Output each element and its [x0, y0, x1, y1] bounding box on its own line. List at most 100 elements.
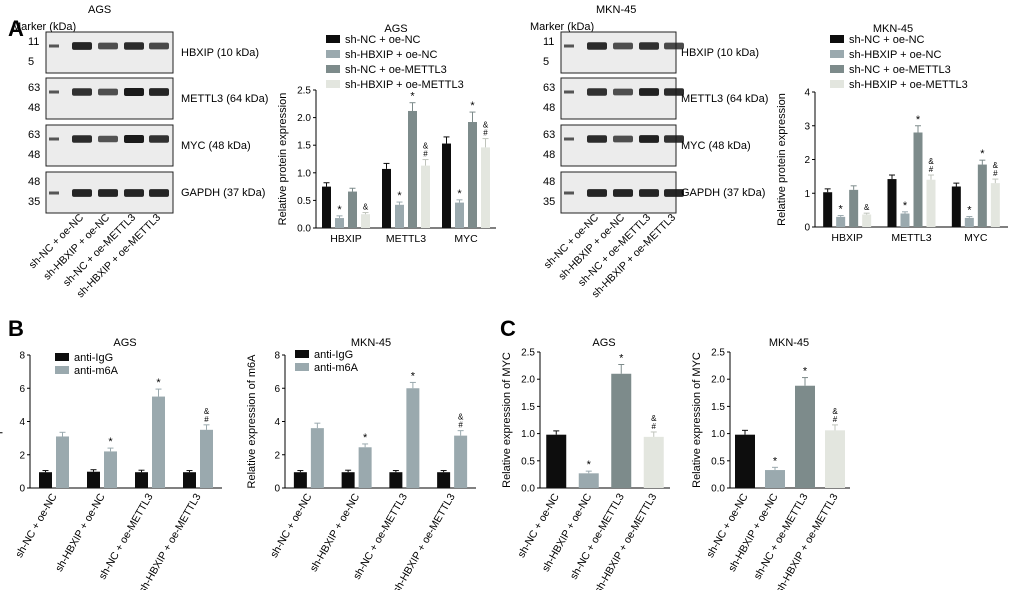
marker-value: 63 [543, 82, 555, 94]
protein-band [124, 135, 144, 143]
y-axis-label: Relative expression of m6A [0, 354, 3, 489]
marker-value: 48 [543, 149, 555, 161]
bar [382, 168, 391, 228]
panel-letter-c: C [500, 316, 516, 341]
significance-mark: # [652, 422, 657, 431]
bar [735, 434, 755, 488]
significance-mark: & [832, 407, 838, 416]
protein-band [149, 88, 169, 96]
bar [437, 472, 451, 488]
protein-band [613, 42, 633, 50]
significance-mark: & [204, 407, 210, 416]
significance-mark: * [410, 91, 415, 103]
protein-band [98, 88, 118, 96]
blot-strip [45, 77, 174, 120]
legend-label: anti-m6A [74, 365, 119, 377]
significance-mark: * [916, 114, 921, 126]
significance-mark: * [457, 188, 462, 200]
x-tick-label: MYC [964, 232, 988, 244]
protein-band [664, 189, 684, 197]
protein-band [613, 88, 633, 96]
bar [611, 373, 632, 488]
y-tick-label: 1.5 [521, 402, 535, 413]
protein-band [587, 42, 607, 50]
bar [951, 186, 961, 227]
marker-value: 48 [28, 176, 40, 188]
legend-label: sh-HBXIP + oe-METTL3 [849, 79, 968, 91]
legend-label: sh-NC + oe-NC [849, 34, 925, 46]
protein-band [72, 189, 92, 197]
bar [408, 110, 417, 228]
significance-mark: * [363, 432, 368, 444]
y-tick-label: 2.5 [297, 86, 311, 97]
protein-band [72, 135, 92, 143]
y-axis-label: Relative protein expression [277, 93, 289, 226]
marker-value: 48 [28, 102, 40, 114]
legend-swatch [326, 80, 340, 88]
legend-label: sh-NC + oe-METTL3 [849, 64, 951, 76]
blot-title: MKN-45 [596, 4, 636, 16]
protein-band [124, 189, 144, 197]
y-tick-label: 0.5 [711, 456, 725, 467]
bar [990, 183, 1000, 227]
bar [406, 388, 420, 488]
protein-band [98, 135, 118, 143]
bar [795, 385, 815, 488]
y-tick-label: 0 [19, 484, 25, 495]
panel-letter-a: A [8, 16, 24, 41]
y-tick-label: 2 [804, 155, 810, 166]
bar [825, 430, 845, 488]
significance-mark: & [363, 203, 369, 212]
marker-value: 63 [28, 82, 40, 94]
legend-label: sh-NC + oe-METTL3 [345, 64, 447, 76]
bar [849, 189, 859, 227]
ladder-band [49, 90, 59, 94]
y-tick-label: 0 [274, 484, 280, 495]
x-tick-label: HBXIP [831, 232, 863, 244]
bar [389, 472, 403, 488]
significance-mark: & [928, 157, 934, 166]
legend-swatch [295, 363, 309, 371]
legend-swatch [326, 35, 340, 43]
y-tick-label: 8 [274, 351, 280, 362]
significance-mark: * [773, 455, 778, 467]
ladder-band [564, 90, 574, 94]
x-tick-label: sh-NC + oe-METTL3 [97, 491, 156, 581]
chart-title: AGS [113, 337, 136, 349]
bar [823, 192, 833, 227]
legend-swatch [830, 35, 844, 43]
chart-a-ags: AGS 0.0 0.5 1.0 1.5 2.0 2.5 Relative protein ex… [277, 23, 496, 245]
legend-label: sh-HBXIP + oe-NC [345, 49, 437, 61]
protein-band [639, 189, 659, 197]
significance-mark: * [803, 366, 808, 378]
blot-row-label: METTL3 (64 kDa) [181, 93, 268, 105]
bar [395, 204, 404, 228]
x-tick-label: METTL3 [386, 233, 426, 245]
marker-value: 48 [543, 102, 555, 114]
panel-letter-b: B [8, 316, 24, 341]
x-tick-label: sh-NC + oe-METTL3 [351, 491, 410, 581]
bar [442, 143, 451, 228]
blot-row-label: MYC (48 kDa) [181, 140, 251, 152]
protein-band [149, 42, 169, 50]
marker-value: 48 [543, 176, 555, 188]
marker-value: 11 [543, 36, 554, 48]
y-tick-label: 1 [804, 189, 810, 200]
ladder-band [564, 137, 574, 141]
legend-swatch [295, 350, 309, 358]
x-tick-label: sh-HBXIP + oe-NC [53, 491, 108, 574]
bar [481, 147, 490, 228]
significance-mark: # [929, 165, 934, 174]
bar [977, 164, 987, 227]
ladder-band [49, 137, 59, 141]
bar [454, 435, 468, 488]
significance-mark: * [967, 205, 972, 217]
x-tick-label: MYC [454, 233, 478, 245]
significance-mark: # [993, 169, 998, 178]
y-tick-label: 2.0 [521, 375, 535, 386]
bar [836, 216, 846, 227]
significance-mark: # [423, 150, 428, 159]
chart-c-mkn45: MKN-45 0.0 0.5 1.0 1.5 2.0 2.5 Relative express… [691, 337, 850, 590]
legend-label: anti-m6A [314, 362, 359, 374]
y-axis-label: Relative expression of MYC [691, 352, 703, 488]
